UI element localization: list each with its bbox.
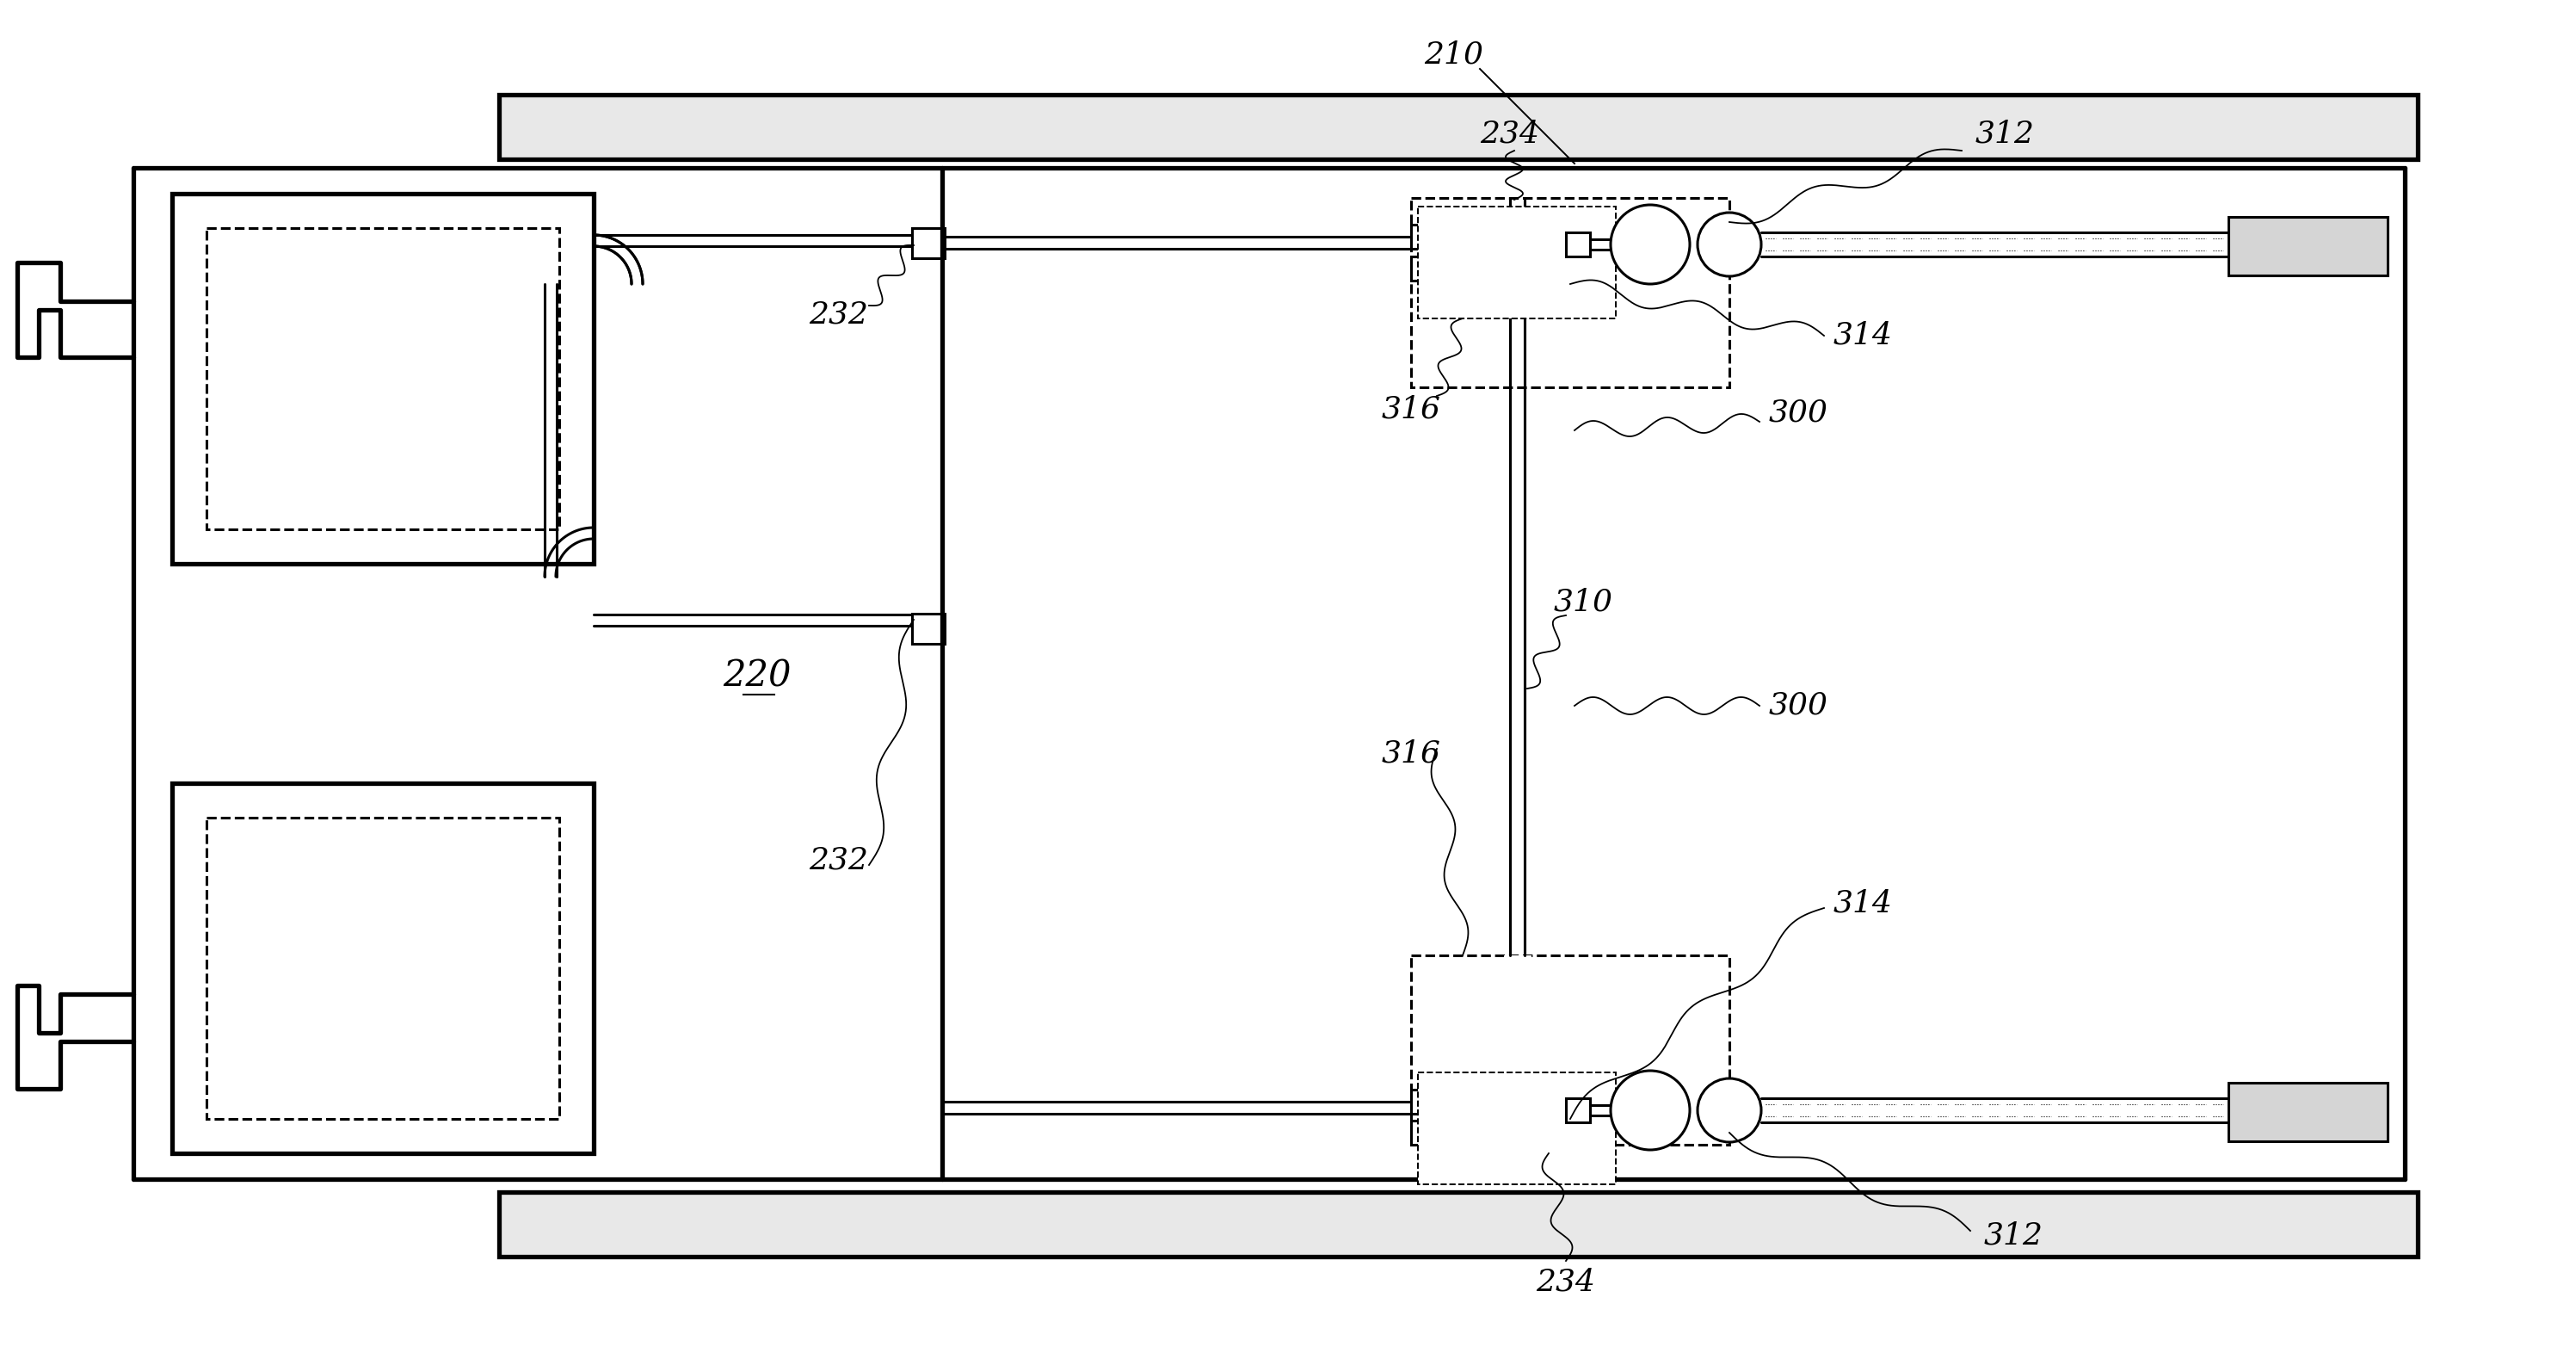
Bar (2228, 216, 2388, 276)
Bar (206, 229, 559, 529)
Circle shape (1698, 1078, 1762, 1142)
Text: 310: 310 (1553, 587, 1613, 617)
Circle shape (1610, 1070, 1690, 1150)
Bar (1412, 225, 1437, 249)
Bar (1437, 216, 1566, 299)
Bar (500, 95, 2419, 160)
Text: 300: 300 (1770, 399, 1829, 428)
Bar (500, 1192, 2419, 1257)
Bar (206, 817, 559, 1119)
Text: 210: 210 (1425, 39, 1484, 69)
Text: 314: 314 (1834, 321, 1893, 350)
Bar (1412, 955, 1728, 1145)
Text: 220: 220 (724, 659, 791, 694)
Bar (1417, 207, 1615, 318)
Bar (1504, 207, 1533, 310)
Circle shape (1698, 212, 1762, 276)
Text: 312: 312 (1976, 119, 2035, 147)
Bar (1504, 955, 1533, 1170)
Text: 234: 234 (1481, 119, 1540, 147)
Text: 232: 232 (809, 299, 868, 329)
Bar (2228, 1082, 2388, 1142)
Bar (912, 229, 945, 258)
Bar (1412, 1089, 1437, 1114)
Bar (1412, 257, 1437, 280)
Bar (1437, 1082, 1566, 1165)
Bar (173, 193, 592, 564)
Text: 316: 316 (1381, 394, 1440, 423)
Text: 314: 314 (1834, 889, 1893, 919)
Bar (1566, 233, 1589, 257)
Text: 300: 300 (1770, 691, 1829, 720)
Text: 234: 234 (1535, 1268, 1595, 1298)
Text: 232: 232 (809, 846, 868, 875)
Bar (1412, 198, 1728, 387)
Bar (1566, 1099, 1589, 1123)
Text: 316: 316 (1381, 739, 1440, 767)
Bar (912, 614, 945, 644)
Bar (1412, 1120, 1437, 1145)
Bar (1417, 1073, 1615, 1184)
Circle shape (1610, 204, 1690, 284)
Bar (173, 783, 592, 1153)
Text: 312: 312 (1984, 1220, 2043, 1250)
